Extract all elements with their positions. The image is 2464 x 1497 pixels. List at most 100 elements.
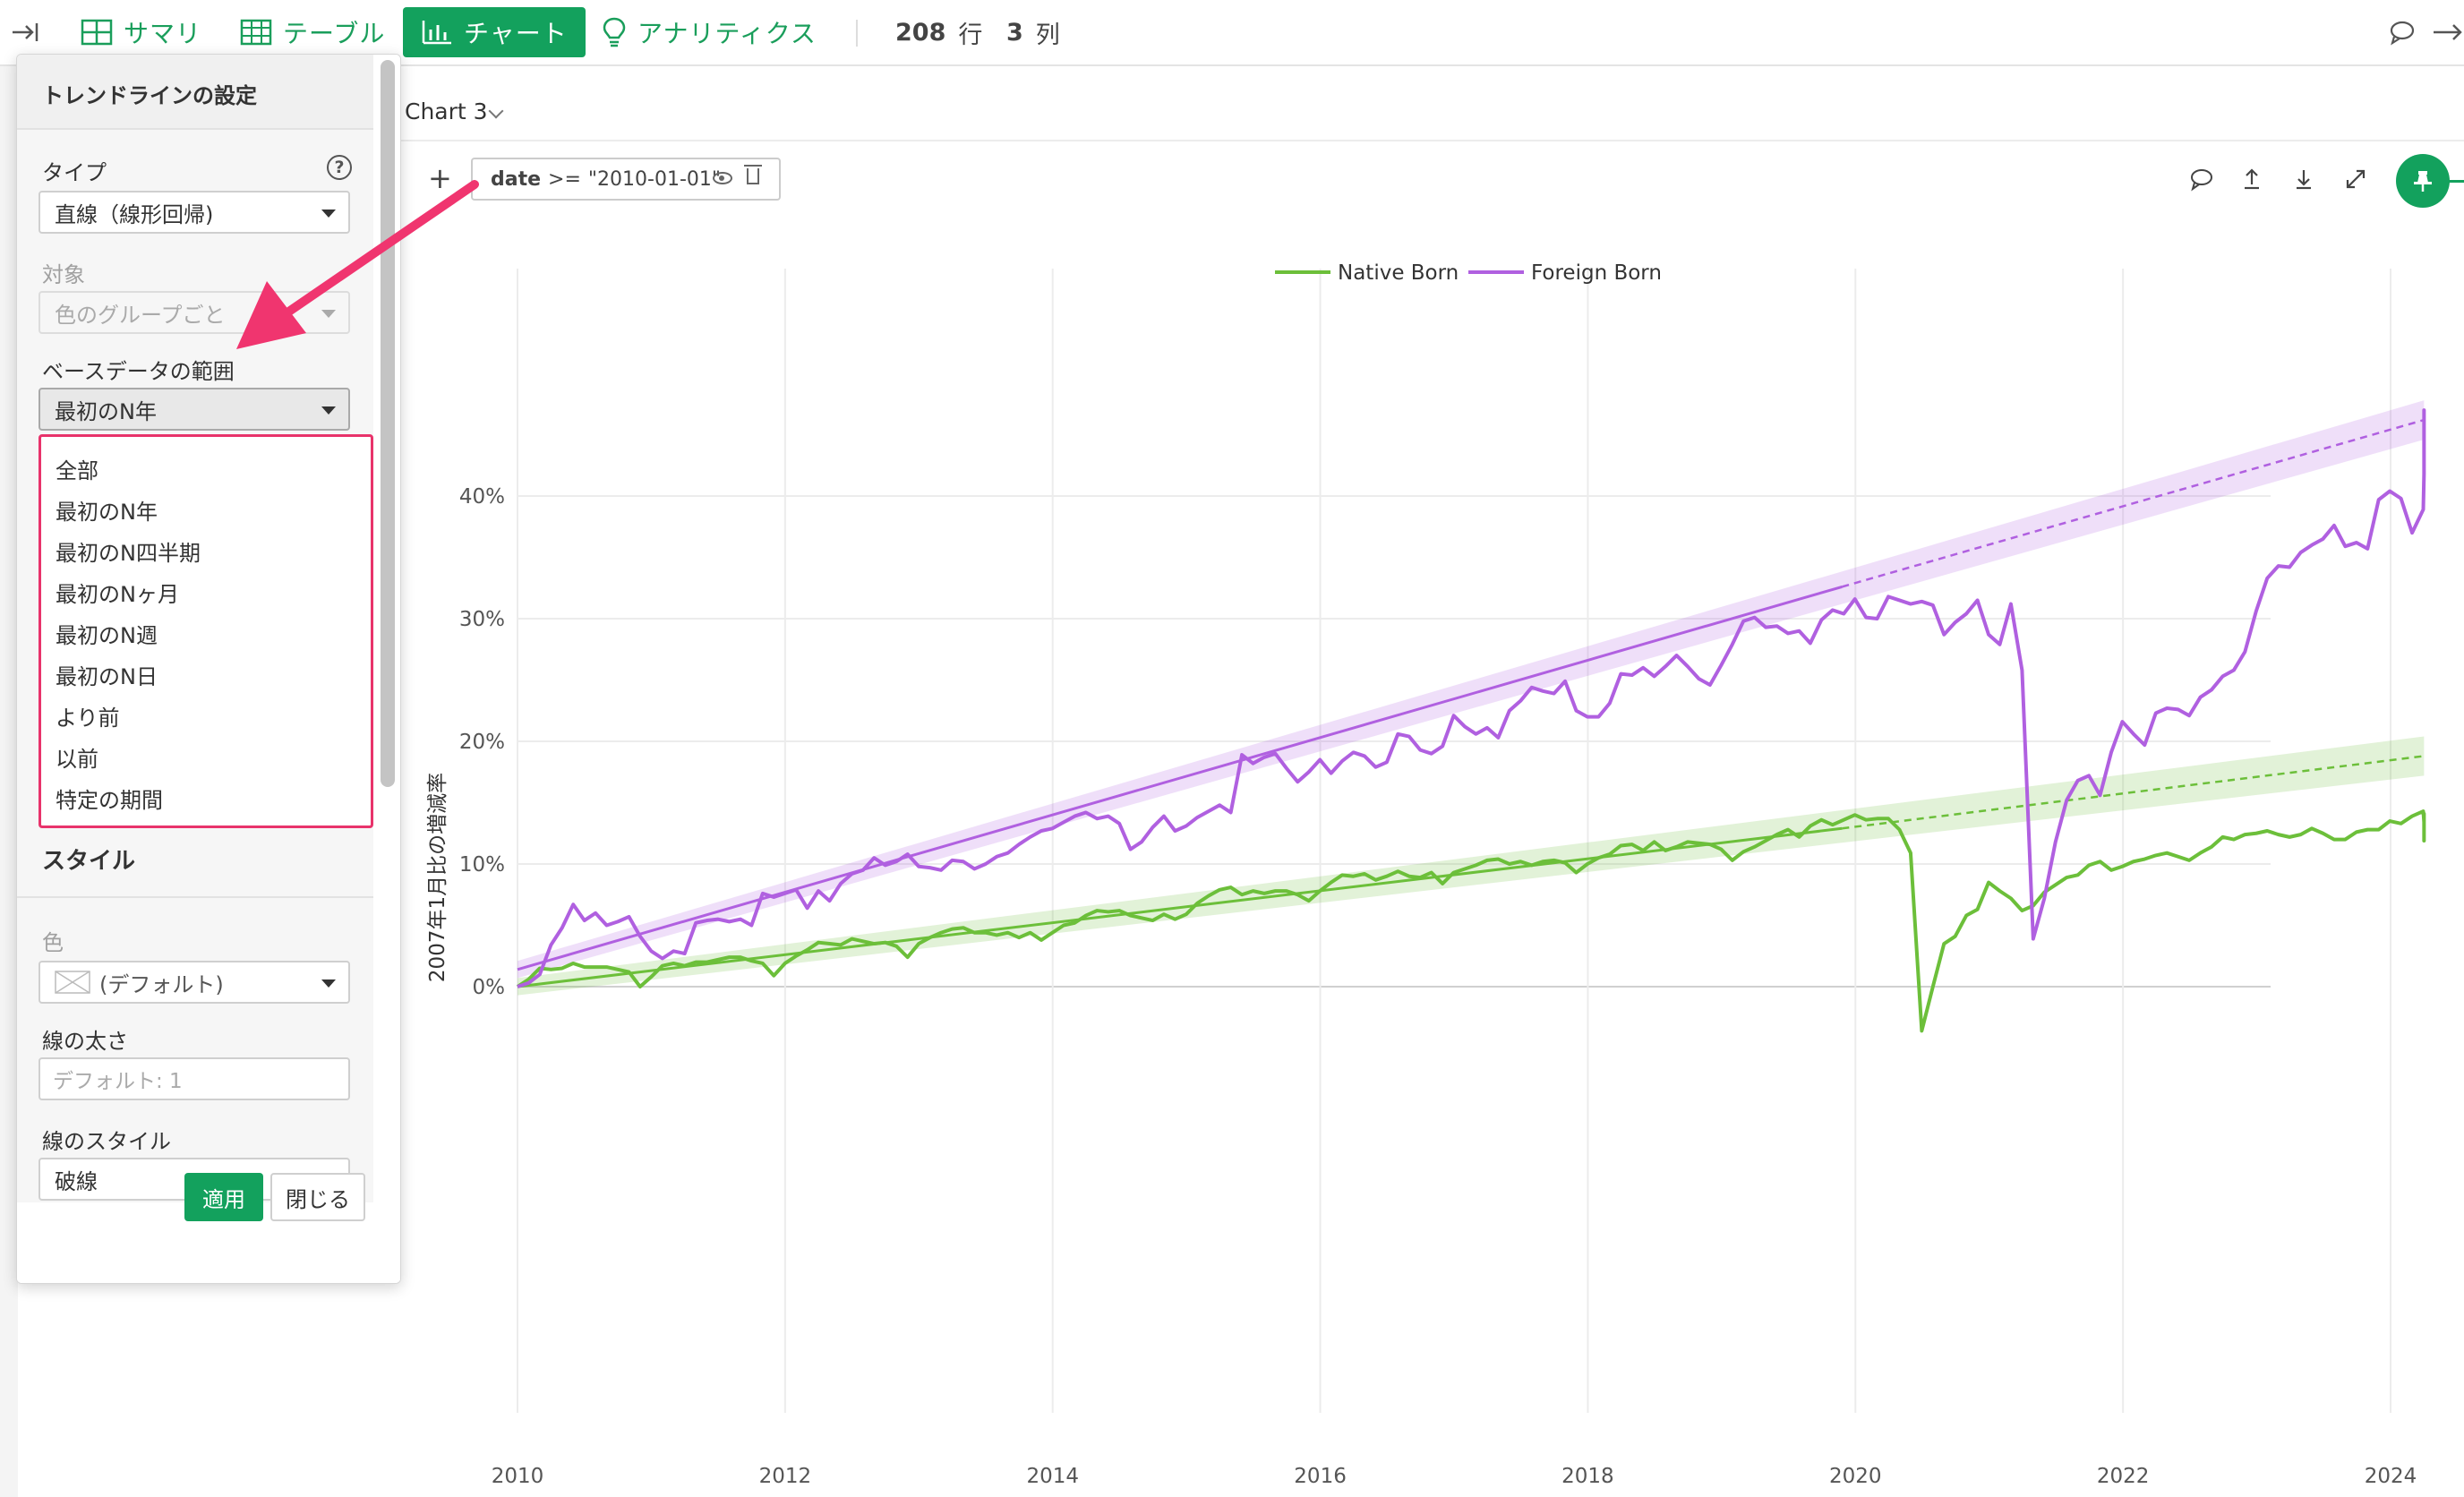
tab-table[interactable]: テーブル [240, 0, 385, 64]
line-width-input[interactable]: デフォルト: 1 [38, 1057, 350, 1100]
color-label: 色 [42, 930, 64, 955]
pin-button[interactable] [2396, 154, 2450, 208]
line-style-select-value: 破線 [55, 1168, 98, 1194]
trendline-settings-panel: トレンドラインの設定 タイプ ? 直線（線形回帰) 対象 色のグループごと ベー… [16, 54, 401, 1284]
tab-summary[interactable]: サマリ [81, 0, 201, 64]
dropdown-option[interactable]: 以前 [56, 747, 98, 772]
table-grid-icon [81, 19, 113, 46]
base-range-select-value: 最初のN年 [55, 398, 157, 424]
x-tick-label: 2014 [1026, 1465, 1079, 1488]
series-lines [516, 408, 2426, 1033]
panel-title: トレンドラインの設定 [42, 83, 257, 108]
caret-down-icon [321, 210, 336, 218]
x-tick-label: 2010 [492, 1465, 544, 1488]
tab-analytics[interactable]: アナリティクス [602, 0, 817, 64]
dropdown-option[interactable]: より前 [56, 706, 120, 731]
x-tick-label: 2012 [759, 1465, 812, 1488]
collapse-sidebar-icon[interactable] [9, 0, 41, 64]
trend-extension-native [1842, 755, 2425, 830]
dropdown-option[interactable]: 最初のNヶ月 [56, 582, 179, 607]
help-icon[interactable]: ? [327, 155, 352, 180]
caret-down-icon [321, 406, 336, 415]
tab-summary-label: サマリ [124, 19, 202, 48]
dropdown-option[interactable]: 最初のN年 [56, 500, 158, 525]
toolbar-divider [856, 20, 858, 47]
trend-lines [517, 418, 2425, 988]
tab-chart[interactable]: チャート [403, 7, 586, 57]
chart-header-divider [399, 140, 2464, 141]
apply-button[interactable]: 適用 [184, 1173, 263, 1221]
legend-label-native[interactable]: Native Born [1338, 261, 1459, 285]
panel-scroll-area: トレンドラインの設定 タイプ ? 直線（線形回帰) 対象 色のグループごと ベー… [17, 55, 373, 1202]
dropdown-option[interactable]: 特定の期間 [56, 788, 163, 813]
x-axis-ticks: 2010 2012 2014 2016 2018 2020 2022 2024 [492, 1465, 2417, 1488]
empty-swatch-icon [55, 971, 90, 994]
add-filter-button[interactable]: + [428, 161, 452, 195]
comment-icon[interactable] [2389, 0, 2416, 64]
base-range-select[interactable]: 最初のN年 [38, 388, 350, 431]
tab-table-label: テーブル [283, 19, 386, 48]
caret-down-icon [321, 310, 336, 318]
y-axis-ticks: 0% 10% 20% 30% 40% [459, 485, 505, 999]
main-toolbar: サマリ テーブル チャート アナリティクス 208 行 3 列 [0, 0, 2464, 66]
arrow-right-icon[interactable] [2432, 0, 2464, 64]
y-tick-label: 20% [459, 731, 505, 754]
trend-chart: 2010 2012 2014 2016 2018 2020 2022 2024 0% 10% 20… [426, 261, 2426, 1488]
trend-line-foreign [517, 585, 1843, 971]
download-icon[interactable] [2290, 167, 2317, 193]
left-strip [0, 66, 18, 1497]
pin-connector [2448, 180, 2464, 183]
y-tick-label: 30% [459, 608, 505, 631]
dropdown-option[interactable]: 最初のN日 [56, 664, 158, 689]
legend-label-foreign[interactable]: Foreign Born [1531, 261, 1662, 285]
type-select-value: 直線（線形回帰) [55, 201, 214, 227]
x-tick-label: 2024 [2365, 1465, 2417, 1488]
bar-chart-icon [422, 21, 451, 45]
color-select[interactable]: (デフォルト) [38, 961, 350, 1004]
trash-icon[interactable] [744, 165, 762, 184]
style-section-heading: スタイル [42, 848, 136, 875]
filter-field: date [491, 167, 542, 191]
eye-icon[interactable] [713, 172, 732, 184]
dropdown-option[interactable]: 最初のN週 [56, 623, 158, 648]
target-select-value: 色のグループごと [55, 302, 226, 328]
upload-icon[interactable] [2238, 167, 2265, 193]
series-line-foreign [517, 408, 2426, 988]
y-axis-label: 2007年1月比の増減率 [426, 773, 449, 982]
chevron-down-icon[interactable] [488, 103, 504, 119]
chart-name[interactable]: Chart 3 [405, 98, 488, 124]
confidence-band-foreign [518, 400, 2425, 979]
color-select-value: (デフォルト) [99, 971, 224, 997]
panel-header: トレンドラインの設定 [17, 55, 373, 130]
base-range-label: ベースデータの範囲 [42, 359, 235, 384]
lightbulb-icon [603, 17, 626, 47]
line-width-label: 線の太さ [42, 1029, 128, 1054]
row-count-value: 208 [895, 18, 946, 47]
type-select[interactable]: 直線（線形回帰) [38, 191, 350, 234]
x-tick-label: 2020 [1829, 1465, 1882, 1488]
type-label: タイプ [42, 160, 107, 185]
column-count-value: 3 [1006, 18, 1023, 47]
filter-value: "2010-01-01" [587, 167, 721, 191]
x-tick-label: 2018 [1561, 1465, 1614, 1488]
x-tick-label: 2022 [2097, 1465, 2150, 1488]
expand-icon[interactable] [2342, 167, 2369, 193]
base-range-dropdown: 全部 最初のN年 最初のN四半期 最初のNヶ月 最初のN週 最初のN日 より前 … [38, 434, 373, 828]
filter-chip[interactable]: date >= "2010-01-01" [471, 158, 781, 201]
line-style-label: 線のスタイル [42, 1129, 171, 1154]
caret-down-icon [321, 979, 336, 988]
close-button[interactable]: 閉じる [270, 1173, 365, 1221]
panel-scrollbar[interactable] [381, 60, 395, 787]
comment-icon[interactable] [2188, 167, 2215, 193]
row-count-unit: 行 [958, 21, 983, 49]
y-tick-label: 40% [459, 485, 505, 509]
section-divider [17, 896, 373, 898]
trend-line-native [517, 826, 1843, 988]
dropdown-option[interactable]: 最初のN四半期 [56, 541, 201, 566]
line-width-placeholder: デフォルト: 1 [53, 1070, 183, 1093]
column-count-unit: 列 [1035, 21, 1060, 49]
filter-operator: >= [548, 167, 581, 191]
column-count: 3 列 [1006, 0, 1060, 64]
dropdown-option[interactable]: 全部 [56, 458, 98, 483]
x-tick-label: 2016 [1294, 1465, 1347, 1488]
